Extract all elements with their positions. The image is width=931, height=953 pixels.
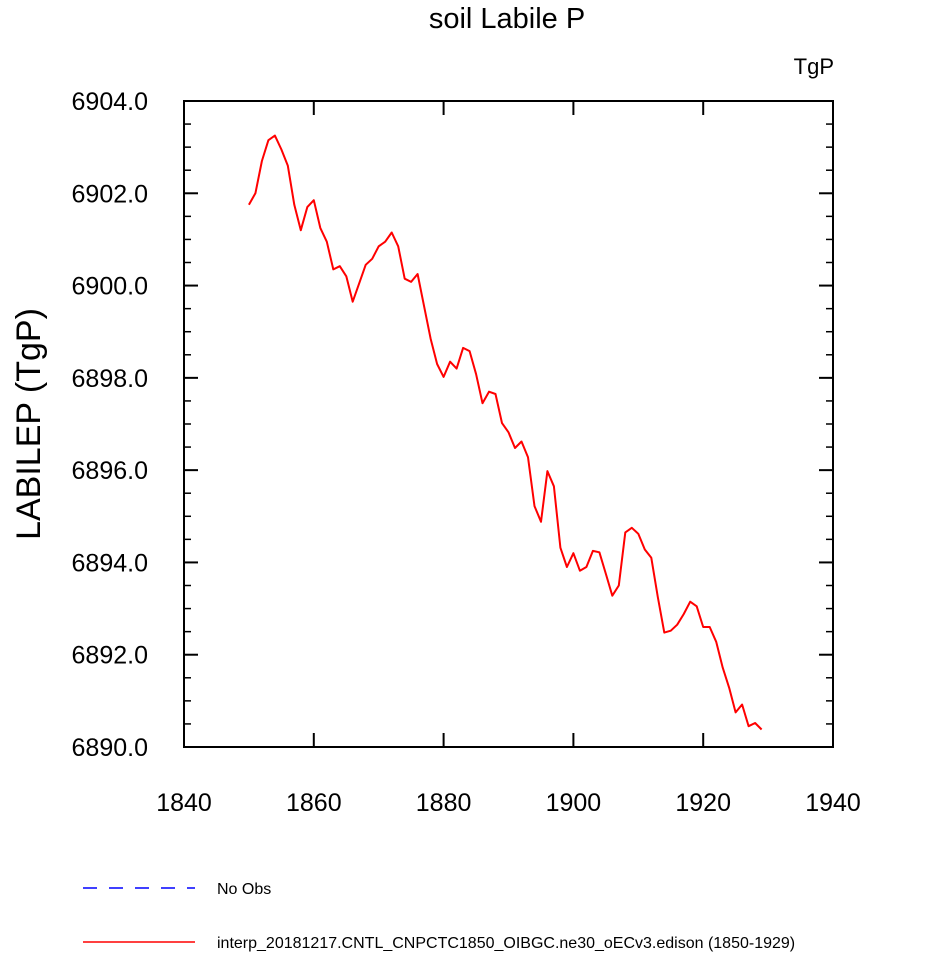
series-layer: [248, 134, 763, 731]
units-label: TgP: [794, 54, 834, 79]
y-tick-label: 6890.0: [72, 734, 148, 762]
y-tick-label: 6892.0: [72, 642, 148, 670]
axis-tick-labels: 1840 1860 1880 1900 1920 1940 6890.0 6892.0 6894…: [72, 88, 861, 817]
x-tick-label: 1860: [286, 789, 342, 817]
plot-area-frame: [183, 100, 834, 748]
series-line-1: [248, 134, 763, 731]
y-tick-label: 6900.0: [72, 273, 148, 301]
legend-label-1: interp_20181217.CNTL_CNPCTC1850_OIBGC.ne…: [217, 935, 795, 952]
x-tick-label: 1920: [675, 789, 731, 817]
x-tick-label: 1840: [156, 789, 212, 817]
y-tick-label: 6894.0: [72, 549, 148, 577]
chart-title: soil Labile P: [429, 3, 585, 35]
y-tick-label: 6902.0: [72, 180, 148, 208]
x-tick-label: 1880: [416, 789, 472, 817]
y-axis-label: LABILEP (TgP): [10, 308, 48, 540]
y-tick-label: 6904.0: [72, 88, 148, 116]
y-tick-label: 6898.0: [72, 365, 148, 393]
legend-label-0: No Obs: [217, 881, 271, 898]
axis-ticks: [183, 100, 834, 748]
legend: No Obs interp_20181217.CNTL_CNPCTC1850_OI…: [83, 881, 795, 952]
x-tick-label: 1940: [805, 789, 861, 817]
y-tick-label: 6896.0: [72, 457, 148, 485]
x-tick-label: 1900: [546, 789, 602, 817]
